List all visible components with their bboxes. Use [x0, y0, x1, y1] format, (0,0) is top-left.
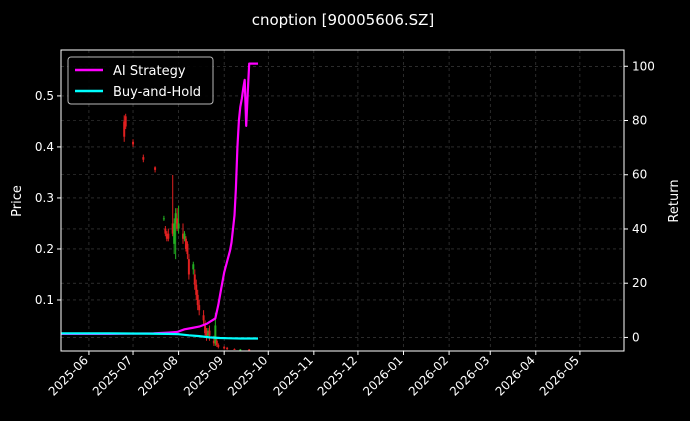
candle-body — [206, 333, 209, 336]
y-left-tick-label: 0.4 — [35, 140, 54, 154]
candle-body — [167, 233, 170, 239]
x-tick-label: 2025-06 — [46, 353, 91, 398]
candle-body — [226, 347, 229, 349]
chart-title: cnoption [90005606.SZ] — [252, 11, 435, 29]
candle-body — [212, 340, 215, 344]
y-axis-right: 0 20 40 60 80 100 — [624, 59, 655, 344]
legend-label-ai-strategy: AI Strategy — [113, 64, 186, 79]
candle-body — [187, 259, 190, 275]
candle-body — [223, 346, 226, 349]
series-line-ai-strategy — [61, 62, 258, 335]
y-right-tick-label: 40 — [632, 222, 647, 236]
candle-body — [205, 330, 208, 336]
grid — [61, 50, 624, 351]
x-tick-label: 2025-08 — [135, 353, 180, 398]
candle-body — [154, 167, 157, 170]
candle-body — [162, 218, 165, 220]
candle-body — [198, 305, 201, 311]
candle-body — [177, 223, 180, 229]
y-right-tick-label: 100 — [632, 59, 655, 73]
y-left-tick-label: 0.5 — [35, 89, 54, 103]
x-tick-label: 2025-09 — [181, 353, 226, 398]
legend: AI Strategy Buy-and-Hold — [67, 56, 214, 105]
candle-body — [248, 349, 251, 351]
x-tick-label: 2026-04 — [493, 353, 538, 398]
y-right-tick-label: 0 — [632, 330, 640, 344]
y-axis-left: 0.1 0.2 0.3 0.4 0.5 — [35, 89, 61, 307]
candle-body — [193, 274, 196, 285]
y-right-tick-label: 60 — [632, 168, 647, 182]
plot-frame — [60, 49, 625, 352]
y-axis-left-label: Price — [10, 185, 25, 217]
candle-body — [195, 284, 198, 295]
x-tick-label: 2026-01 — [360, 353, 405, 398]
candle-body — [214, 325, 217, 344]
candle-body — [173, 223, 176, 244]
y-left-tick-label: 0.1 — [35, 293, 54, 307]
candle-body — [192, 264, 195, 270]
candle-body — [165, 233, 168, 239]
candle-body — [164, 228, 167, 234]
candle-body — [124, 116, 127, 127]
candle-body — [215, 340, 218, 345]
series-line-buy-and-hold — [61, 332, 258, 340]
candles — [123, 113, 251, 351]
x-tick-label: 2026-05 — [537, 353, 582, 398]
y-left-tick-label: 0.3 — [35, 191, 54, 205]
candle-body — [142, 157, 145, 160]
legend-label-buy-and-hold: Buy-and-Hold — [113, 85, 201, 100]
candle-body — [171, 223, 174, 234]
candle-body — [184, 238, 187, 249]
legend-box — [67, 56, 214, 105]
candle-body — [176, 218, 179, 229]
y-right-tick-label: 20 — [632, 276, 647, 290]
x-tick-label: 2026-02 — [406, 353, 451, 398]
candle-body — [196, 294, 199, 306]
candle-body — [217, 344, 220, 347]
candle-body — [202, 315, 205, 321]
candle-body — [239, 349, 242, 351]
x-tick-label: 2025-07 — [90, 353, 135, 398]
x-tick-label: 2025-11 — [271, 353, 316, 398]
series-layer — [61, 62, 258, 340]
candle-body — [233, 348, 236, 350]
candle-body — [132, 141, 135, 145]
x-tick-label: 2025-10 — [225, 353, 270, 398]
candle-body — [174, 213, 177, 224]
candle-body — [208, 330, 211, 336]
y-left-tick-label: 0.2 — [35, 242, 54, 256]
x-tick-label: 2025-12 — [315, 353, 360, 398]
candle-body — [204, 325, 207, 334]
y-axis-right-label: Return — [667, 179, 682, 222]
y-right-tick-label: 80 — [632, 114, 647, 128]
candle-body — [123, 121, 126, 137]
x-tick-label: 2026-03 — [447, 353, 492, 398]
candle-body — [182, 233, 185, 239]
candle-body — [186, 243, 189, 255]
candle-body — [183, 233, 186, 239]
